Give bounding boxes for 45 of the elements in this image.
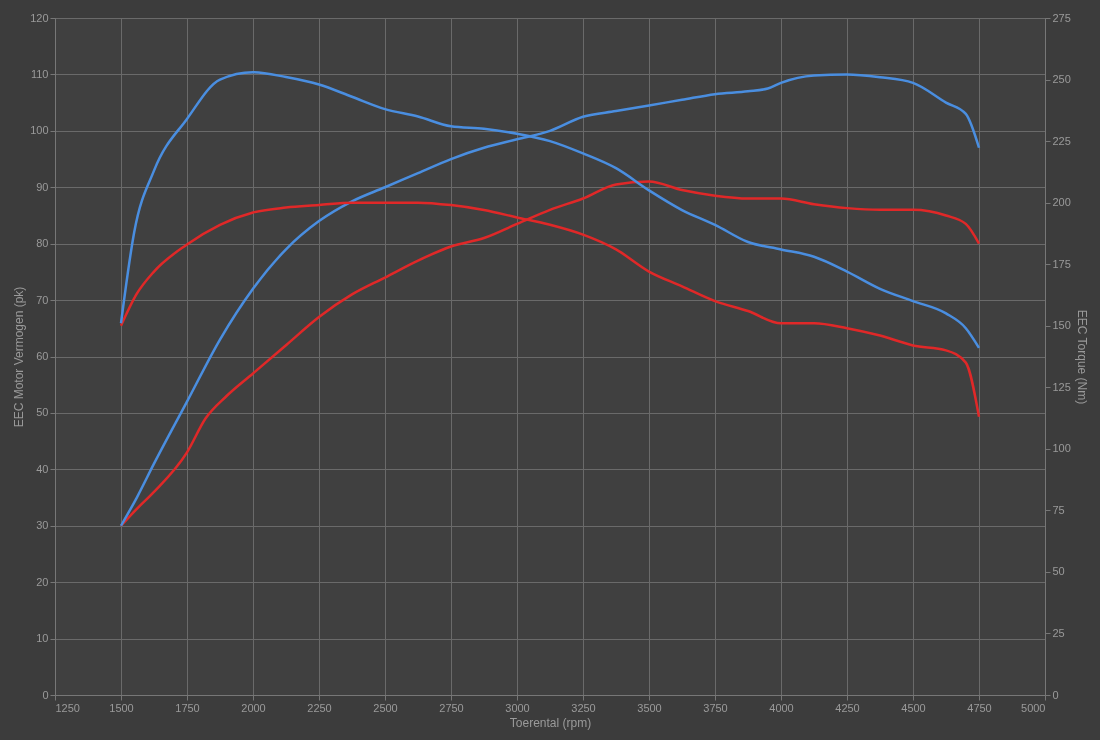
y-tick-label: 50 (36, 406, 49, 419)
x-tick-label: 5000 (1021, 701, 1046, 714)
x-tick-label: 4750 (967, 701, 992, 714)
y2-tick-label: 200 (1052, 196, 1071, 209)
y2-tick-label: 125 (1052, 380, 1071, 393)
y2-tick-label: 250 (1052, 73, 1071, 86)
x-tick-label: 1250 (55, 701, 80, 714)
x-tick-label: 2750 (439, 701, 464, 714)
x-tick-label: 3000 (505, 701, 530, 714)
y-tick-label: 80 (36, 237, 49, 250)
y2-tick-label: 275 (1052, 11, 1071, 24)
x-tick-label: 2250 (307, 701, 332, 714)
y-tick-label: 30 (36, 519, 49, 532)
x-tick-label: 1750 (175, 701, 200, 714)
y2-tick-label: 25 (1052, 626, 1065, 639)
y-tick-label: 0 (42, 688, 49, 701)
x-tick-label: 1500 (109, 701, 134, 714)
y-tick-label: 70 (36, 293, 49, 306)
y-tick-label: 40 (36, 462, 49, 475)
y-tick-label: 110 (30, 67, 49, 80)
y-tick-label: 10 (36, 632, 49, 645)
y2-tick-label: 175 (1052, 257, 1071, 270)
y2-tick-label: 150 (1052, 319, 1071, 332)
x-tick-label: 2000 (241, 701, 266, 714)
y-tick-label: 20 (36, 575, 49, 588)
y2-tick-label: 225 (1052, 134, 1071, 147)
x-tick-label: 3500 (637, 701, 662, 714)
y2-tick-label: 100 (1052, 442, 1071, 455)
x-tick-label: 2500 (373, 701, 398, 714)
y-tick-label: 60 (36, 350, 49, 362)
x-tick-label: 4250 (835, 701, 860, 714)
x-tick-label: 3750 (703, 701, 728, 714)
y-tick-label: 120 (30, 11, 49, 24)
y-tick-label: 90 (36, 180, 49, 193)
x-axis-title: Toerental (rpm) (509, 715, 592, 730)
x-tick-label: 4500 (901, 701, 926, 714)
y2-tick-label: 50 (1052, 565, 1065, 578)
line-series (119, 73, 981, 527)
y-tick-label: 100 (30, 124, 49, 137)
y2-tick-label: 0 (1052, 688, 1059, 701)
y-axis-title: EEC Motor Vermogen (pk) (12, 286, 27, 428)
y2-tick-label: 75 (1052, 503, 1065, 516)
x-tick-label: 4000 (769, 701, 794, 714)
x-tick-label: 3250 (571, 701, 596, 714)
y2-axis-title: EEC Torque (Nm) (1074, 309, 1089, 405)
